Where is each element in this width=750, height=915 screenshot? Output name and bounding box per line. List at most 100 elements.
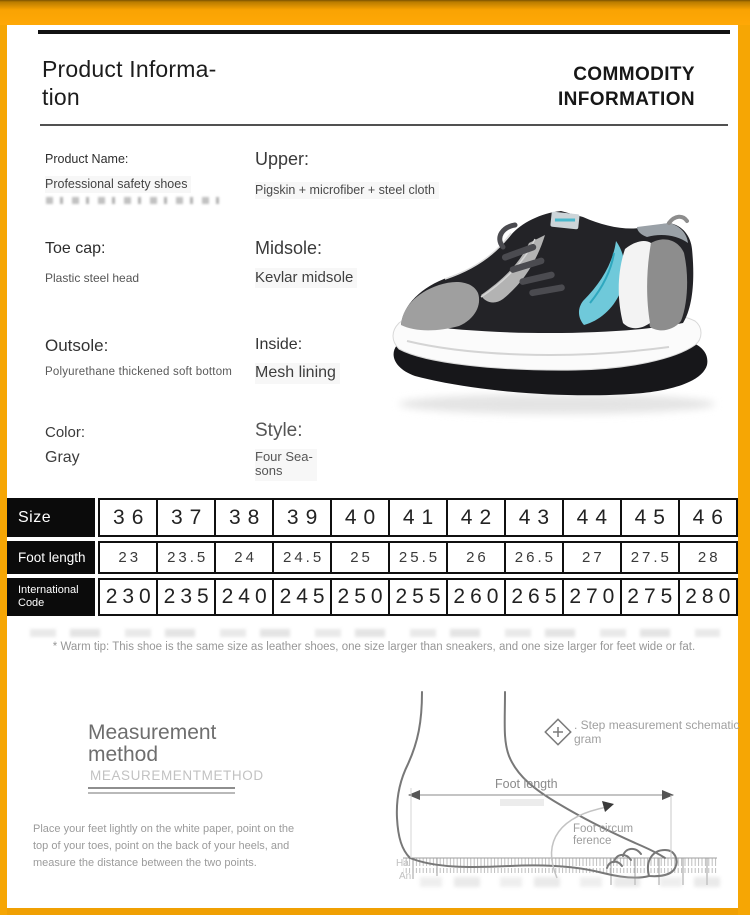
residue-text-ha: Ha: [396, 858, 409, 869]
circumference-arrowhead: [602, 801, 614, 812]
warm-tip-text: * Warm tip: This shoe is the same size a…: [52, 641, 696, 653]
upper-value: Pigskin + microfiber + steel cloth: [255, 182, 439, 199]
outsole-label: Outsole:: [45, 336, 109, 355]
measurement-instructions: Place your feet lightly on the white pap…: [33, 823, 295, 870]
shoe-teal-accent: [578, 241, 625, 325]
table-cell: 265: [503, 578, 565, 616]
table-cell: 26: [445, 541, 507, 574]
header-separator-rule: [40, 124, 728, 126]
piping-line-1: [444, 232, 512, 280]
product-photo-sneaker: [385, 183, 740, 423]
measurement-method-subtitle: MEASUREMENTMETHOD: [90, 768, 264, 783]
translation-residue-strikethrough: [46, 197, 228, 204]
table-cell: 42: [445, 498, 507, 537]
tongue-label: [550, 211, 580, 230]
table-cell: 23.5: [155, 541, 217, 574]
diagram-caption-line1: . Step measurement schematic dia-: [574, 718, 740, 732]
translation-residue-bottom: [420, 877, 732, 887]
toe-cap-label: Toe cap:: [45, 240, 106, 257]
table-cell: 25.5: [387, 541, 449, 574]
frame-right-bar: [738, 25, 750, 915]
table-cell: 250: [329, 578, 391, 616]
table-cell: 235: [155, 578, 217, 616]
detail-color: Color: Gray: [45, 424, 85, 467]
table-cell: 36: [98, 498, 159, 537]
frame-left-bar: [0, 25, 7, 915]
row-header-international-code: International Code: [7, 578, 95, 616]
table-cell: 25: [329, 541, 391, 574]
shoe-collar-pad: [637, 223, 688, 243]
table-row-international-code: International Code 230 235 240 245 250 2…: [7, 578, 738, 616]
foot-diagram-svg: Ha An Foot length Foot circum ference . …: [395, 691, 750, 885]
shoe-heel-patch: [646, 239, 688, 331]
table-cell: 44: [561, 498, 623, 537]
table-cell: 43: [503, 498, 565, 537]
size-chart-table: Size 36 37 38 39 40 41 42 43 44 45 46 Fo…: [7, 498, 738, 616]
color-label: Color:: [45, 424, 86, 441]
table-cell: 39: [271, 498, 333, 537]
diamond-plus-icon: [544, 718, 572, 746]
measurement-title-underline: [88, 787, 235, 794]
product-name-value: Professional safety shoes: [45, 176, 192, 193]
detail-outsole: Outsole: Polyurethane thickened soft bot…: [45, 336, 232, 378]
residue-under-arrow: [500, 799, 544, 806]
table-cell: 28: [677, 541, 738, 574]
upper-label: Upper:: [255, 149, 310, 169]
circumference-label-line1: Foot circum: [573, 823, 633, 835]
shoe-shadow: [399, 394, 715, 414]
table-cell: 26.5: [503, 541, 565, 574]
table-cell: 24: [213, 541, 275, 574]
table-cell: 38: [213, 498, 275, 537]
circumference-arc: [550, 806, 608, 879]
style-value: Four Sea- sons: [255, 449, 317, 481]
table-cell: 45: [619, 498, 681, 537]
product-name-label: Product Name:: [45, 152, 129, 166]
table-cell: 37: [155, 498, 217, 537]
foot-outline: [395, 691, 678, 879]
midsole-streak: [406, 340, 670, 356]
page-title: Product Informa- tion: [42, 56, 217, 110]
table-cell: 23: [98, 541, 159, 574]
detail-midsole: Midsole: Kevlar midsole: [255, 238, 358, 288]
inside-label: Inside:: [255, 336, 303, 353]
shoe-laces: [501, 243, 565, 297]
frame-bottom-bar: [7, 908, 738, 915]
arrowhead-right: [662, 790, 674, 800]
ruler-long-ticks: [412, 858, 708, 885]
midsole-label: Midsole:: [255, 238, 323, 258]
table-cell: 260: [445, 578, 507, 616]
table-cell: 270: [561, 578, 623, 616]
lace-loop: [497, 222, 518, 250]
heel-pull-tab: [667, 214, 689, 225]
table-cell: 27: [561, 541, 623, 574]
diagram-caption-line2: gram: [574, 732, 601, 746]
table-cell: 230: [98, 578, 159, 616]
table-cell: 27.5: [619, 541, 681, 574]
detail-product-name: Product Name: Professional safety shoes: [45, 152, 192, 193]
measurement-method-title: Measurement method: [88, 721, 217, 767]
inside-value: Mesh lining: [255, 363, 340, 384]
shoe-heel-counter: [618, 241, 651, 329]
translation-residue-band: [30, 629, 720, 637]
foot-length-label: Foot length: [495, 777, 558, 791]
toe-cap-value: Plastic steel head: [45, 271, 140, 285]
color-value: Gray: [45, 449, 80, 466]
table-cell: 240: [213, 578, 275, 616]
residue-text-an: An: [399, 871, 411, 882]
style-label: Style:: [255, 420, 303, 441]
row-header-size: Size: [7, 498, 95, 537]
header-top-rule: [38, 30, 730, 34]
foot-measurement-diagram: Ha An Foot length Foot circum ference . …: [395, 688, 750, 900]
table-cell: 24.5: [271, 541, 333, 574]
table-row-foot-length: Foot length 23 23.5 24 24.5 25 25.5 26 2…: [7, 541, 738, 574]
table-cell: 280: [677, 578, 738, 616]
table-cell: 40: [329, 498, 391, 537]
midsole-value: Kevlar midsole: [255, 268, 358, 288]
arrowhead-left: [408, 790, 420, 800]
detail-upper: Upper: Pigskin + microfiber + steel clot…: [255, 149, 439, 199]
table-cell: 255: [387, 578, 449, 616]
circumference-label-line2: ference: [573, 835, 611, 847]
teal-accent-line: [589, 252, 615, 304]
commodity-information-title: COMMODITY INFORMATION: [557, 64, 695, 111]
frame-top-bar: [0, 0, 750, 25]
